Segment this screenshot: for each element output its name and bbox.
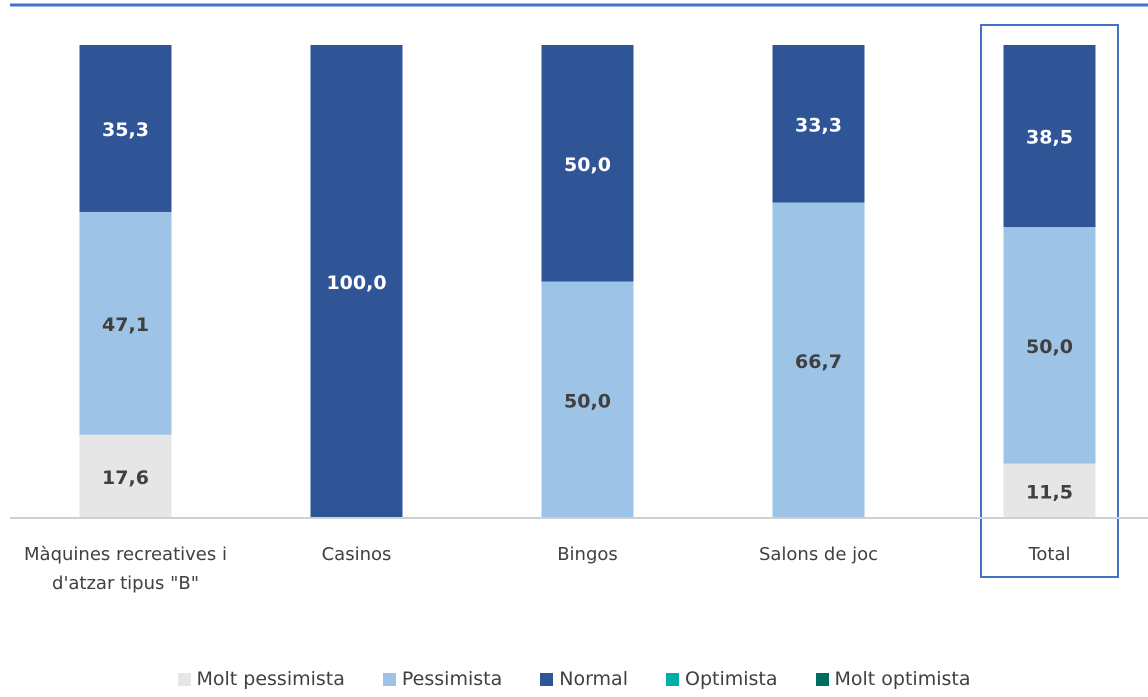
bar-segment [772,45,865,203]
x-tick-label: Salons de joc [758,544,879,565]
bar-segment [79,211,172,435]
x-tick-label: Màquines recreatives i d'atzar tipus "B" [24,544,227,594]
highlight-box [980,24,1119,578]
value-label: 38,5 [1026,127,1073,149]
x-tick-label: Bingos [557,544,618,565]
bar-segment [1003,463,1096,518]
legend-label: Pessimista [401,668,503,690]
bar-segment [772,202,865,518]
legend-item: Optimista [665,668,778,690]
value-label: 11,5 [1026,481,1073,503]
legend-item: Normal [540,668,628,690]
value-label: 33,3 [795,114,842,136]
bar-segment [541,45,634,282]
x-tick-label: Total [1028,544,1071,565]
legend-label: Molt optimista [834,668,971,690]
value-label: 50,0 [564,390,611,412]
bar-segment [79,45,172,212]
legend-item: Pessimista [382,668,503,690]
legend-swatch [177,672,191,686]
legend-swatch [382,672,396,686]
value-label: 35,3 [102,119,149,141]
value-label: 47,1 [102,314,149,336]
value-label: 17,6 [102,467,149,489]
legend-item: Molt optimista [815,668,971,690]
legend: Molt pessimista Pessimista Normal Optimista… [0,668,1148,690]
value-label: 50,0 [1026,336,1073,358]
bar-segment [1003,45,1096,228]
legend-label: Normal [559,668,628,690]
bar-segment [541,281,634,518]
x-tick-label: Casinos [321,544,392,565]
legend-item: Molt pessimista [177,668,345,690]
value-label: 66,7 [795,351,842,373]
legend-swatch [665,672,679,686]
value-label: 100,0 [326,272,386,294]
legend-label: Molt pessimista [196,668,345,690]
value-label: 50,0 [564,154,611,176]
bar-segment [1003,227,1096,464]
legend-swatch [540,672,554,686]
bar-segment [79,434,172,518]
legend-swatch [815,672,829,686]
legend-label: Optimista [684,668,778,690]
bar-segment [310,45,403,518]
